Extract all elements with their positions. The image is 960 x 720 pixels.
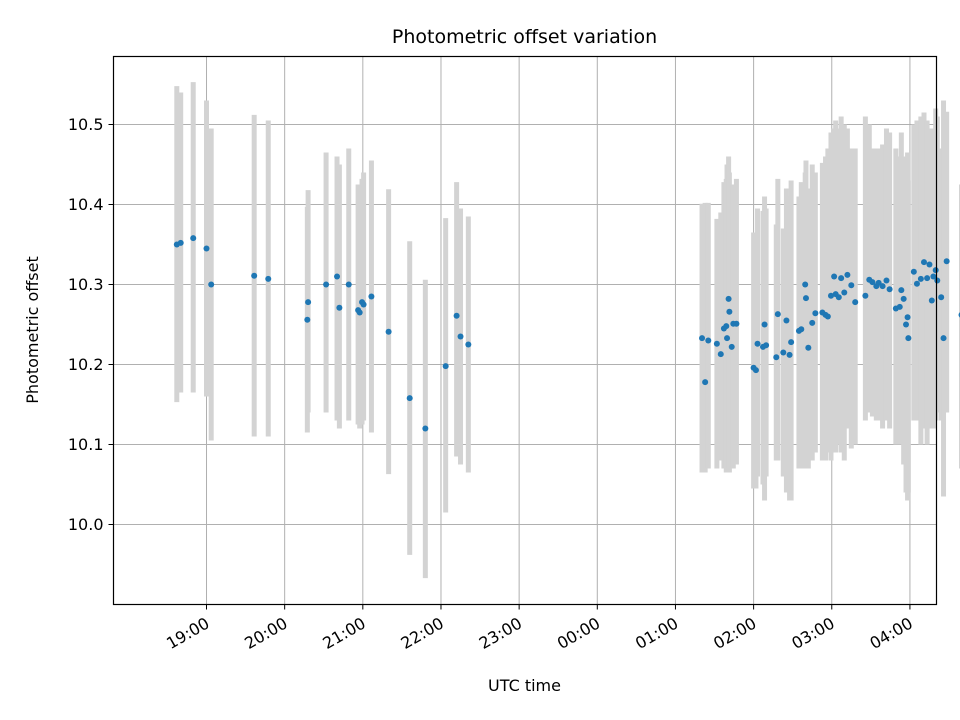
data-point bbox=[323, 281, 330, 288]
data-point bbox=[783, 317, 790, 324]
data-point bbox=[920, 259, 927, 266]
data-point bbox=[805, 344, 812, 351]
data-point bbox=[305, 299, 312, 306]
data-point bbox=[928, 297, 935, 304]
data-point bbox=[841, 289, 848, 296]
data-point bbox=[835, 294, 842, 301]
data-point bbox=[368, 293, 375, 300]
data-point bbox=[723, 323, 730, 330]
y-tick-label: 10.0 bbox=[68, 515, 104, 534]
data-point bbox=[913, 280, 920, 287]
data-point bbox=[177, 239, 184, 246]
data-point bbox=[812, 310, 819, 317]
data-point bbox=[934, 277, 941, 284]
y-axis-title: Photometric offset bbox=[23, 256, 42, 404]
data-point bbox=[926, 261, 933, 268]
data-point bbox=[838, 275, 845, 282]
data-point bbox=[334, 273, 341, 280]
data-point bbox=[904, 314, 911, 321]
y-tick-label: 10.1 bbox=[68, 435, 104, 454]
y-tick-label: 10.2 bbox=[68, 355, 104, 374]
data-point bbox=[924, 275, 931, 282]
y-tick-label: 10.5 bbox=[68, 115, 104, 134]
data-point bbox=[788, 339, 795, 346]
data-point bbox=[345, 281, 352, 288]
data-point bbox=[208, 281, 215, 288]
y-axis-ticks: 10.0 10.1 10.2 10.3 10.4 10.5 bbox=[68, 115, 114, 534]
data-point bbox=[717, 351, 724, 358]
data-point bbox=[360, 301, 367, 308]
data-point bbox=[304, 316, 311, 323]
data-point bbox=[869, 279, 876, 286]
y-tick-label: 10.4 bbox=[68, 195, 104, 214]
data-point bbox=[883, 277, 890, 284]
data-point bbox=[809, 319, 816, 326]
data-point bbox=[910, 268, 917, 275]
data-point bbox=[726, 308, 733, 315]
data-point bbox=[713, 340, 720, 347]
data-point bbox=[831, 273, 838, 280]
data-point bbox=[203, 245, 210, 252]
data-point bbox=[938, 294, 945, 301]
data-point bbox=[844, 271, 851, 278]
data-point bbox=[862, 292, 869, 299]
data-point bbox=[930, 273, 937, 280]
data-point bbox=[896, 303, 903, 310]
data-point bbox=[798, 326, 805, 333]
data-point bbox=[802, 281, 809, 288]
x-axis-title: UTC time bbox=[488, 676, 561, 695]
data-point bbox=[385, 328, 392, 335]
data-point bbox=[702, 379, 709, 386]
data-point bbox=[465, 341, 472, 348]
data-point bbox=[827, 292, 834, 299]
data-point bbox=[786, 351, 793, 358]
data-point bbox=[903, 321, 910, 328]
data-point bbox=[336, 304, 343, 311]
data-point bbox=[265, 275, 272, 282]
data-point bbox=[725, 295, 732, 302]
data-point bbox=[733, 320, 740, 327]
data-point bbox=[852, 299, 859, 306]
data-point bbox=[761, 321, 768, 328]
data-point bbox=[457, 333, 464, 340]
data-point bbox=[905, 335, 912, 342]
data-point bbox=[943, 258, 950, 265]
data-point bbox=[699, 335, 706, 342]
data-point bbox=[705, 337, 712, 344]
data-point bbox=[754, 340, 761, 347]
data-point bbox=[422, 425, 429, 432]
data-point bbox=[406, 395, 413, 402]
data-point bbox=[917, 275, 924, 282]
data-point bbox=[940, 335, 947, 342]
chart-title: Photometric offset variation bbox=[392, 26, 657, 48]
data-point bbox=[724, 335, 731, 342]
data-point bbox=[886, 286, 893, 293]
data-point bbox=[190, 235, 197, 242]
y-tick-label: 10.3 bbox=[68, 275, 104, 294]
plot-frame bbox=[112, 55, 938, 606]
data-point bbox=[848, 282, 855, 289]
data-point bbox=[773, 354, 780, 361]
data-point bbox=[752, 367, 759, 374]
data-point bbox=[898, 287, 905, 294]
data-point bbox=[356, 309, 363, 316]
data-point bbox=[442, 363, 449, 370]
data-point bbox=[728, 343, 735, 350]
data-point bbox=[774, 311, 781, 318]
data-point bbox=[780, 349, 787, 356]
data-point bbox=[824, 313, 831, 320]
data-point bbox=[251, 272, 258, 279]
data-point bbox=[802, 295, 809, 302]
data-point bbox=[879, 283, 886, 290]
data-points bbox=[173, 235, 960, 432]
data-point bbox=[453, 312, 460, 319]
data-point bbox=[900, 295, 907, 302]
data-point bbox=[763, 342, 770, 349]
data-point bbox=[932, 267, 939, 274]
